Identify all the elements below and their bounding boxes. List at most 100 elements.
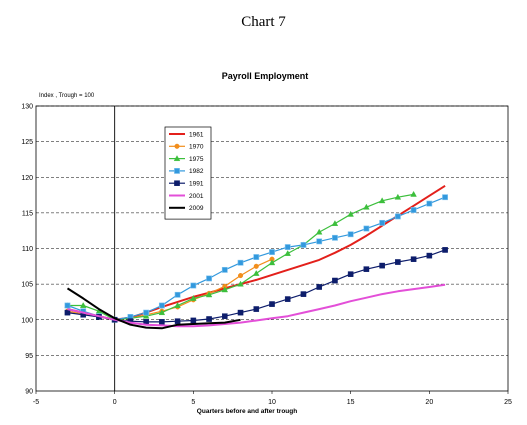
data-point-1975	[79, 302, 87, 308]
data-point-1991	[347, 271, 354, 277]
data-point-1991	[64, 309, 71, 316]
legend: 1961 1970 1975 1982 1991 2001 2009	[164, 126, 212, 220]
y-tick-label: 105	[21, 282, 33, 289]
x-tick-label: 0	[113, 399, 117, 406]
data-point-1970	[253, 263, 259, 269]
legend-label: 1975	[189, 156, 204, 163]
data-point-1991	[316, 284, 323, 290]
series-1982	[64, 194, 448, 323]
legend-marker	[174, 168, 180, 174]
x-tick-label: 5	[191, 399, 195, 406]
legend-item-1982: 1982	[169, 168, 204, 175]
legend-marker	[174, 180, 180, 187]
data-point-1982	[363, 225, 370, 232]
data-point-1975	[190, 294, 197, 301]
x-tick-label: 10	[268, 399, 276, 406]
legend-item-2001: 2001	[169, 193, 204, 200]
data-point-1975	[394, 193, 402, 200]
data-point-1982	[253, 254, 260, 260]
legend-label: 2009	[189, 205, 204, 212]
y-tick-label: 110	[22, 246, 33, 253]
data-point-1991	[284, 296, 291, 302]
data-point-1982	[379, 219, 386, 226]
x-tick-label: -5	[33, 399, 39, 406]
data-point-1975	[142, 312, 150, 319]
data-point-1975	[268, 259, 276, 266]
legend-box	[164, 126, 212, 220]
data-point-1991	[206, 316, 212, 322]
data-point-1991	[379, 262, 385, 269]
legend-item-1975: 1975	[169, 155, 204, 163]
axes: 90 95 100 105 110 115 120 125 130 -5 0 5 10 15 20 25	[21, 104, 512, 407]
y-tick-label: 125	[21, 139, 33, 146]
data-point-1975	[347, 210, 354, 217]
data-point-1982	[284, 244, 291, 250]
y-tick-label: 115	[22, 210, 33, 217]
data-point-1982	[347, 231, 354, 238]
data-point-1970	[237, 273, 244, 279]
data-point-1982	[158, 302, 165, 309]
data-point-1982	[206, 275, 212, 282]
y-tick-label: 100	[21, 317, 33, 324]
data-point-1982	[394, 213, 401, 220]
legend-label: 1982	[189, 168, 204, 175]
legend-item-1970: 1970	[169, 144, 204, 151]
data-point-1991	[190, 317, 197, 324]
x-tick-label: 25	[504, 399, 512, 406]
data-point-1991	[253, 306, 260, 312]
series-1991	[64, 247, 448, 325]
data-point-1982	[300, 242, 307, 248]
series-1961	[67, 184, 446, 321]
data-point-1991	[300, 291, 307, 297]
data-point-1975	[253, 270, 260, 276]
y-tick-label: 130	[21, 104, 33, 111]
data-point-1975	[174, 302, 181, 308]
series-1975	[64, 190, 417, 323]
legend-label: 1961	[189, 131, 204, 138]
data-point-1991	[363, 266, 370, 272]
x-tick-label: 15	[347, 399, 355, 406]
data-point-1975	[158, 309, 166, 316]
series-line-2009	[66, 287, 241, 330]
data-point-1991	[410, 256, 417, 262]
data-point-1975	[410, 190, 417, 197]
data-point-1982	[221, 266, 228, 273]
data-point-1975	[363, 203, 370, 210]
data-point-1991	[395, 259, 401, 265]
y-tick-label: 90	[25, 389, 33, 396]
data-point-1991	[237, 309, 244, 316]
data-point-1982	[426, 200, 433, 207]
data-point-1982	[237, 259, 244, 266]
data-point-1982	[316, 238, 323, 245]
series-line-1961	[67, 184, 446, 321]
data-point-1975	[221, 286, 229, 293]
data-point-1991	[221, 313, 228, 319]
data-point-1991	[174, 318, 181, 324]
legend-marker	[173, 155, 181, 162]
chart-title: Payroll Employment	[222, 71, 309, 81]
data-point-1991	[332, 277, 338, 284]
data-point-1975	[237, 280, 244, 287]
data-point-1982	[174, 291, 181, 298]
series-2009	[66, 287, 241, 330]
data-point-1982	[143, 309, 150, 316]
page-title: Chart 7	[241, 14, 286, 30]
series-line-2001	[67, 283, 446, 328]
series-group	[64, 184, 448, 330]
data-point-1982	[269, 249, 275, 255]
data-point-1982	[410, 207, 417, 213]
data-point-1975	[331, 220, 339, 226]
series-line-1975	[67, 193, 414, 321]
data-point-1975	[378, 197, 386, 204]
data-point-1982	[190, 282, 197, 289]
data-point-1991	[159, 319, 165, 325]
legend-item-2009: 2009	[169, 205, 204, 212]
data-point-1991	[269, 301, 275, 307]
legend-item-1991: 1991	[169, 180, 204, 188]
legend-marker	[174, 143, 180, 149]
y-tick-label: 120	[21, 175, 33, 182]
data-point-1982	[64, 302, 71, 309]
data-point-1975	[284, 250, 291, 256]
data-point-1991	[442, 247, 448, 253]
